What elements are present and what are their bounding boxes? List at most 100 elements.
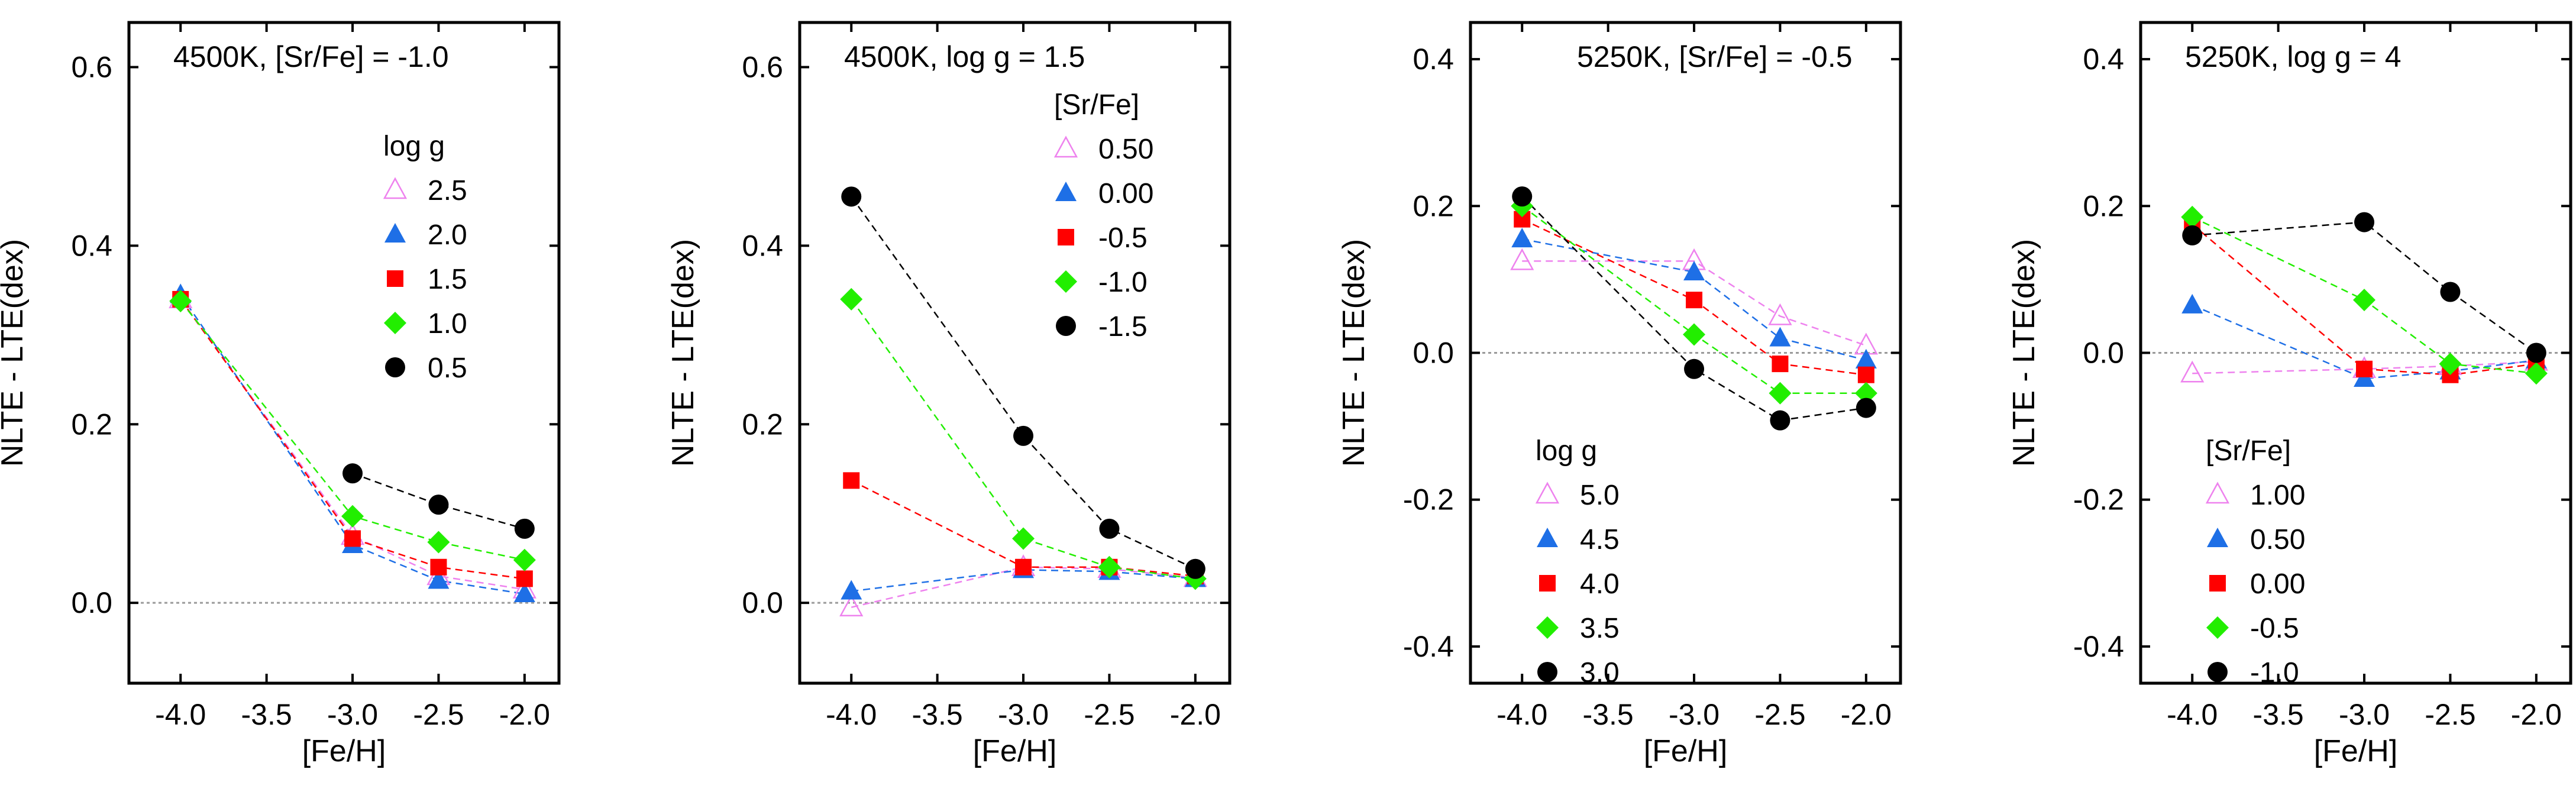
legend-label: 1.00 [2250, 480, 2305, 511]
data-point-s4-0 [841, 186, 862, 207]
data-point-s3-1 [341, 505, 364, 528]
legend: [Sr/Fe] 1.00 0.50 0.00 -0.5 -1.0 [2205, 435, 2305, 689]
y-tick-label: 0.0 [71, 586, 112, 619]
legend-label: 1.5 [428, 264, 467, 295]
series-line-2 [851, 480, 1195, 577]
y-tick-label: -0.2 [2073, 483, 2124, 516]
data-point-s4-0 [2182, 225, 2203, 245]
data-point-s1-3 [513, 583, 535, 603]
data-point-s4-1 [2354, 212, 2375, 232]
panel-title: 4500K, log g = 1.5 [844, 40, 1085, 73]
legend-marker-3 [1536, 616, 1559, 639]
legend-marker-4 [385, 357, 405, 377]
data-point-s0-0 [1510, 248, 1534, 270]
legend-marker-3 [1055, 270, 1077, 293]
legend-label: 0.50 [1098, 134, 1153, 165]
panel-title: 4500K, [Sr/Fe] = -1.0 [173, 40, 449, 73]
series-line-0 [1522, 260, 1867, 347]
series-line-4 [1521, 196, 1867, 421]
series-line-2 [1521, 218, 1866, 376]
legend-label: 0.00 [1098, 178, 1153, 209]
x-tick-label: -3.0 [2339, 698, 2390, 731]
data-point-s4-0 [1512, 186, 1533, 207]
x-tick-label: -2.5 [1754, 698, 1805, 731]
legend-marker-0 [1053, 135, 1078, 158]
legend-marker-0 [2205, 481, 2230, 504]
x-tick-label: -4.0 [1497, 698, 1547, 731]
x-tick-label: -2.0 [2511, 698, 2562, 731]
data-point-s1-1 [1683, 260, 1705, 280]
y-tick-label: 0.4 [71, 229, 112, 262]
legend-label: 2.5 [428, 175, 467, 206]
x-tick-label: -3.5 [241, 698, 292, 731]
legend-label: 4.0 [1580, 568, 1620, 600]
data-point-s3-1 [2353, 289, 2376, 312]
y-tick-label: -0.2 [1403, 483, 1454, 516]
legend-marker-1 [2207, 528, 2228, 547]
y-tick-label: 0.4 [2083, 43, 2124, 76]
series-line-4 [2192, 221, 2537, 354]
data-point-s3-2 [1098, 555, 1121, 579]
x-tick-label: -2.5 [1084, 698, 1135, 731]
legend-marker-4 [2207, 662, 2228, 682]
data-point-s3-1 [1012, 527, 1035, 550]
data-point-s3-0 [2181, 205, 2204, 228]
y-tick-label: 0.2 [2083, 189, 2124, 222]
legend-label: 1.0 [428, 308, 467, 340]
series-line-0 [2192, 361, 2536, 374]
x-tick-label: -4.0 [2167, 698, 2218, 731]
y-tick-label: 0.4 [1413, 43, 1454, 76]
data-point-s2-3 [1857, 366, 1874, 383]
legend-label: -1.0 [2250, 657, 2299, 689]
x-tick-label: -3.0 [1669, 698, 1720, 731]
legend-marker-2 [387, 270, 403, 287]
data-point-s3-2 [1769, 382, 1792, 405]
y-axis-label: NLTE - LTE(dex) [0, 239, 30, 467]
series-line-1 [180, 294, 525, 595]
series-line-3 [851, 299, 1196, 580]
data-point-s4-0 [342, 463, 363, 484]
legend-marker-2 [1539, 575, 1556, 592]
data-point-s4-1 [428, 495, 449, 515]
y-axis-label: NLTE - LTE(dex) [2007, 239, 2041, 467]
legend-label: 0.50 [2250, 524, 2305, 555]
x-tick-label: -3.5 [912, 698, 963, 731]
data-point-s2-1 [1015, 558, 1032, 576]
data-point-s2-0 [843, 472, 860, 489]
legend-marker-2 [2209, 575, 2226, 592]
series-line-4 [352, 473, 525, 530]
legend-label: 3.5 [1580, 613, 1620, 644]
series-line-1 [2192, 304, 2536, 380]
panel-title: 5250K, log g = 4 [2185, 40, 2402, 73]
legend-marker-0 [383, 177, 408, 199]
series-line-2 [2192, 224, 2536, 376]
x-tick-label: -4.0 [826, 698, 877, 731]
legend-marker-0 [1535, 481, 1560, 504]
legend-marker-2 [1058, 229, 1074, 245]
data-point-s1-0 [841, 580, 862, 600]
legend-marker-1 [1055, 182, 1077, 201]
data-point-s2-1 [1686, 292, 1703, 309]
x-tick-label: -2.5 [413, 698, 464, 731]
data-point-s3-2 [2439, 353, 2462, 376]
series-line-1 [851, 569, 1195, 592]
legend: log g 5.0 4.5 4.0 3.5 3.0 [1535, 435, 1620, 689]
data-point-s4-2 [2440, 282, 2461, 302]
data-point-s1-2 [1769, 327, 1791, 347]
x-axis-label: [Fe/H] [1644, 734, 1728, 768]
series-line-2 [180, 299, 525, 580]
series-line-0 [180, 299, 525, 590]
legend-marker-4 [1056, 316, 1076, 336]
data-point-s4-1 [1684, 358, 1705, 379]
plot-frame [798, 21, 1232, 685]
data-point-s2-3 [516, 570, 533, 587]
legend-label: 5.0 [1580, 480, 1620, 511]
data-point-s3-0 [169, 289, 192, 312]
data-point-s3-3 [1854, 382, 1877, 405]
legend-marker-1 [384, 223, 406, 243]
legend-marker-3 [384, 312, 406, 334]
plot-frame [127, 21, 561, 685]
data-point-s4-3 [1856, 397, 1876, 418]
y-tick-label: 0.6 [71, 50, 112, 83]
y-tick-label: 0.4 [742, 229, 783, 262]
